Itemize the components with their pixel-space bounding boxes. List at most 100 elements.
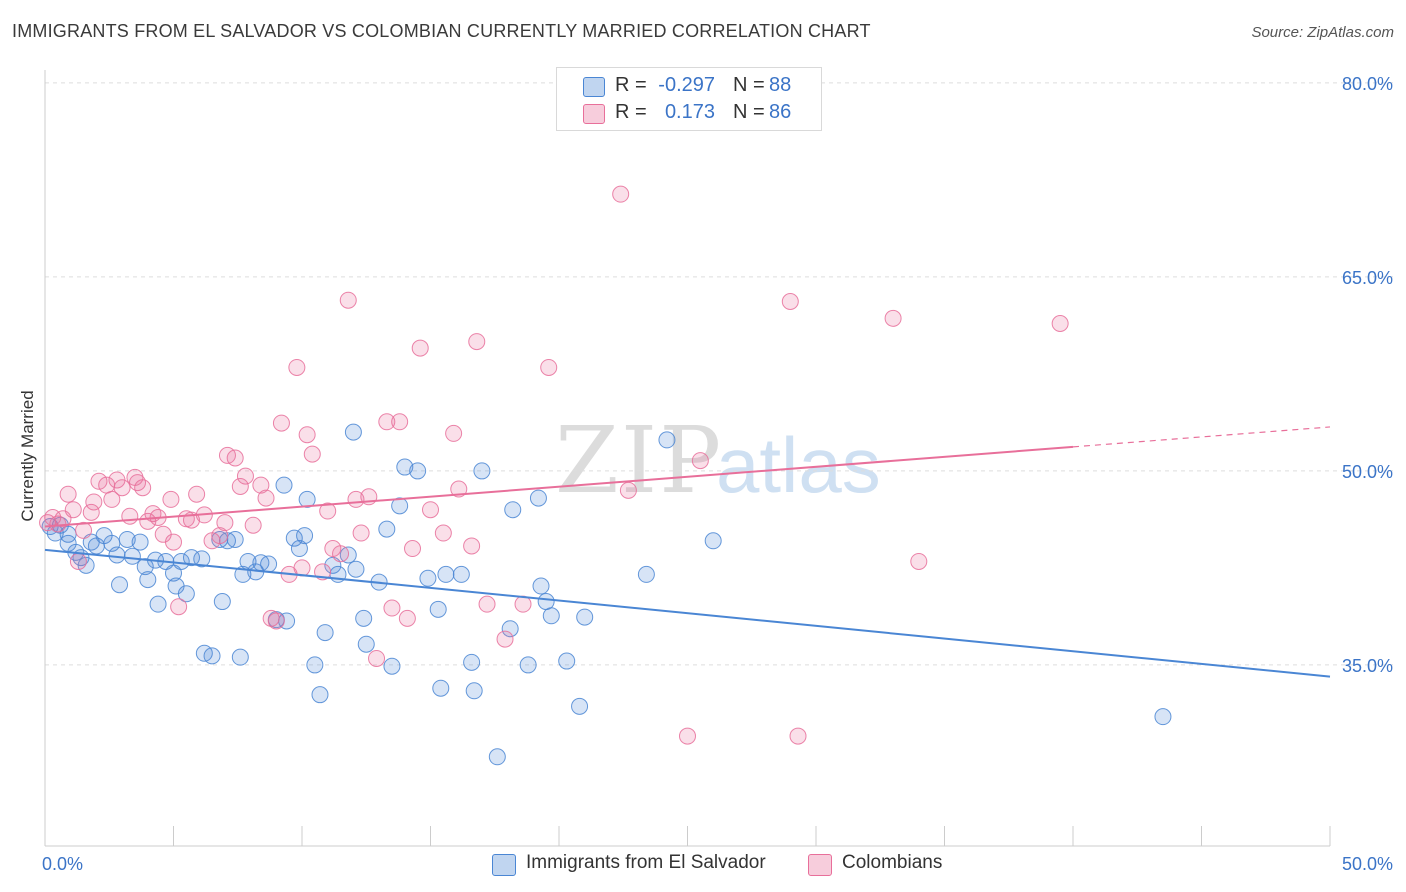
data-point (211, 527, 229, 545)
data-point (236, 467, 254, 485)
data-point (619, 481, 637, 499)
data-point (123, 547, 141, 565)
data-point (378, 520, 396, 538)
data-point (319, 502, 337, 520)
data-point (77, 556, 95, 574)
legend-label: Colombians (842, 852, 943, 873)
colombians-swatch (583, 104, 605, 124)
series-legend: Immigrants from El Salvador Colombians (0, 852, 1406, 878)
data-point (103, 490, 121, 508)
x-tick-label: 50.0% (1342, 854, 1393, 874)
data-point (262, 609, 280, 627)
data-point (383, 657, 401, 675)
data-point (501, 620, 519, 638)
data-point (85, 493, 103, 511)
x-tick-label: 0.0% (42, 854, 83, 874)
colombians-swatch (808, 854, 832, 876)
data-point (290, 540, 308, 558)
data-point (306, 656, 324, 674)
data-point (691, 452, 709, 470)
trend-line (44, 445, 1074, 528)
data-point (75, 521, 93, 539)
data-point (352, 524, 370, 542)
data-point (411, 339, 429, 357)
data-point (260, 555, 278, 573)
data-point (162, 490, 180, 508)
data-point (170, 598, 188, 616)
data-point (378, 413, 396, 431)
r-label: R = (615, 101, 647, 123)
data-point (226, 449, 244, 467)
watermark-zip: ZIP (555, 407, 723, 514)
data-point (473, 462, 491, 480)
el-salvador-swatch (492, 854, 516, 876)
watermark-atlas: atlas (716, 421, 881, 509)
legend-label: Immigrants from El Salvador (526, 852, 766, 873)
data-point (111, 576, 129, 594)
data-point (216, 514, 234, 532)
data-point (1154, 708, 1172, 726)
data-point (257, 489, 275, 507)
data-point (231, 477, 249, 495)
y-tick-label: 50.0% (1342, 462, 1393, 482)
data-point (203, 647, 221, 665)
data-point (303, 445, 321, 463)
data-point (121, 507, 139, 525)
data-point (519, 656, 537, 674)
data-point (193, 550, 211, 568)
data-point (165, 533, 182, 551)
data-point (339, 291, 357, 309)
data-point (452, 565, 470, 583)
series-points (39, 185, 1069, 745)
data-point (391, 497, 409, 515)
data-point (64, 501, 82, 519)
data-point (285, 529, 303, 547)
n-label: N = (733, 101, 765, 123)
data-point (434, 524, 452, 542)
data-point (571, 697, 589, 715)
data-point (298, 490, 316, 508)
data-point (432, 679, 450, 697)
data-point (383, 599, 401, 617)
data-point (658, 431, 676, 449)
data-point (118, 530, 136, 548)
data-point (704, 532, 722, 550)
data-point (134, 479, 152, 497)
y-tick-label: 35.0% (1342, 656, 1393, 676)
data-point (398, 609, 416, 627)
data-point (213, 593, 231, 611)
data-point (272, 414, 290, 432)
data-point (537, 593, 555, 611)
data-point (422, 501, 439, 519)
data-point (637, 565, 655, 583)
data-point (332, 545, 350, 563)
data-point (576, 608, 594, 626)
source-credit: Source: ZipAtlas.com (1251, 24, 1394, 41)
data-point (296, 527, 314, 545)
data-point (357, 635, 375, 653)
r-value: -0.297 (658, 74, 715, 96)
data-point (267, 612, 285, 630)
data-point (293, 559, 311, 577)
data-point (540, 358, 558, 376)
data-point (419, 569, 437, 587)
data-point (298, 426, 316, 444)
n-value: 86 (769, 101, 792, 123)
data-point (612, 185, 630, 203)
trend-line (44, 548, 1331, 678)
y-tick-label: 80.0% (1342, 74, 1393, 94)
n-value: 88 (769, 74, 792, 96)
data-point (679, 727, 696, 745)
data-point (131, 533, 149, 551)
data-point (344, 423, 362, 441)
data-point (149, 595, 167, 613)
data-point (789, 727, 807, 745)
y-tick-label: 65.0% (1342, 268, 1393, 288)
r-label: R = (615, 74, 647, 96)
data-point (347, 560, 365, 578)
chart-title: IMMIGRANTS FROM EL SALVADOR VS COLOMBIAN… (12, 21, 871, 41)
trend-line-extension (1072, 426, 1331, 448)
data-point (368, 649, 386, 667)
n-label: N = (733, 74, 765, 96)
